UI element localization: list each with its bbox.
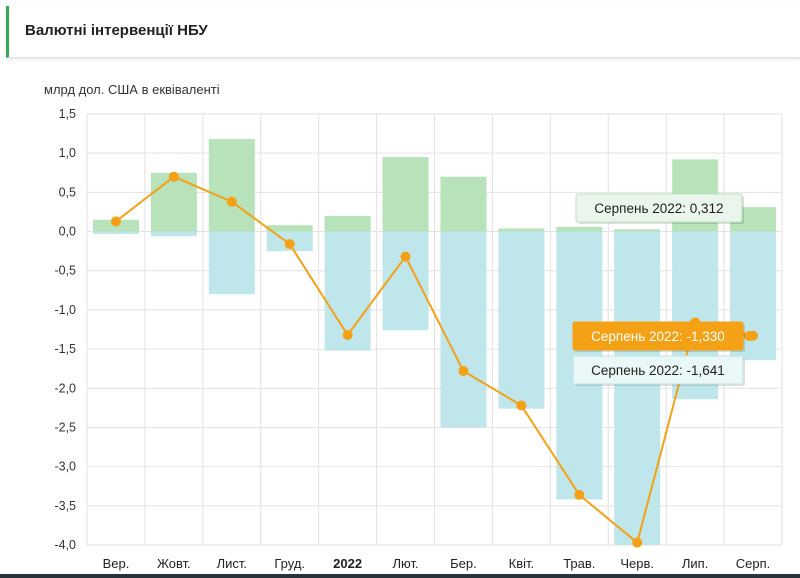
bar-sale (266, 225, 313, 232)
x-tick-label: Лист. (217, 556, 247, 571)
tooltip-box (575, 193, 743, 223)
net-balance-point (516, 400, 527, 411)
tooltip-text: Серпень 2022: -1,330 (591, 329, 725, 344)
y-tick-label: 0,5 (59, 185, 76, 199)
x-tick-label: Серп. (736, 556, 771, 571)
net-balance-point (284, 239, 295, 250)
x-tick-label: Квіт. (509, 556, 535, 571)
bar-purchase (614, 231, 661, 545)
net-balance-point (574, 489, 585, 500)
y-tick-label: 1,0 (59, 146, 76, 160)
net-balance-point (168, 171, 179, 182)
net-balance-point (342, 329, 353, 340)
bar-sale (614, 229, 661, 232)
y-tick-label: -1,5 (54, 342, 76, 356)
y-tick-label: -2,0 (54, 381, 76, 395)
bar-sale (382, 157, 429, 232)
bar-sale (556, 226, 603, 232)
net-balance-point (400, 251, 411, 262)
tooltip-balance: Серпень 2022: -1,330 (572, 321, 745, 352)
chart-header: Валютні інтервенції НБУ (6, 6, 800, 58)
net-balance-point (226, 196, 237, 207)
y-tick-label: -3,5 (54, 499, 76, 513)
tooltip-sale: Серпень 2022: 0,312 (575, 193, 744, 224)
bar-purchase (440, 231, 487, 428)
x-tick-label: 2022 (333, 556, 362, 571)
net-balance-line (115, 175, 754, 545)
x-tick-label: Лип. (682, 556, 708, 571)
tooltip-box (572, 355, 744, 385)
net-balance-point (458, 366, 469, 377)
bar-sale (498, 228, 545, 232)
net-balance-point (632, 537, 643, 548)
tooltip-purchase: Серпень 2022: -1,641 (572, 355, 745, 386)
page-title: Валютні інтервенції НБУ (25, 22, 208, 39)
y-axis-unit-label: млрд дол. США в еквіваленті (44, 82, 220, 97)
bar-sale (208, 139, 255, 232)
x-tick-label: Лют. (392, 556, 418, 571)
y-tick-label: -2,5 (54, 420, 76, 434)
x-tick-label: Вер. (103, 556, 130, 571)
y-tick-label: -4,0 (54, 538, 76, 552)
bar-sale (324, 215, 371, 232)
bar-purchase (498, 231, 545, 409)
tooltip-text: Серпень 2022: 0,312 (594, 201, 723, 216)
x-tick-label: Жовт. (157, 556, 191, 571)
bottom-bar (0, 574, 800, 578)
bar-purchase (150, 231, 197, 237)
y-tick-label: -3,0 (54, 460, 76, 474)
x-tick-label: Черв. (620, 556, 654, 571)
bar-purchase (92, 231, 139, 234)
tooltip-box (572, 321, 744, 351)
tooltip-anchor-point (744, 331, 754, 341)
y-tick-label: 0,0 (59, 225, 76, 239)
y-tick-label: -1,0 (54, 303, 76, 317)
y-tick-label: 1,5 (59, 107, 76, 121)
bar-sale (440, 176, 487, 232)
y-tick-label: -0,5 (54, 264, 76, 278)
bar-purchase (382, 231, 429, 331)
x-tick-label: Трав. (563, 556, 595, 571)
tooltip-text: Серпень 2022: -1,641 (591, 363, 725, 378)
net-balance-point (110, 216, 121, 227)
bar-purchase (208, 231, 255, 295)
x-tick-label: Бер. (450, 556, 477, 571)
x-tick-label: Груд. (274, 556, 305, 571)
